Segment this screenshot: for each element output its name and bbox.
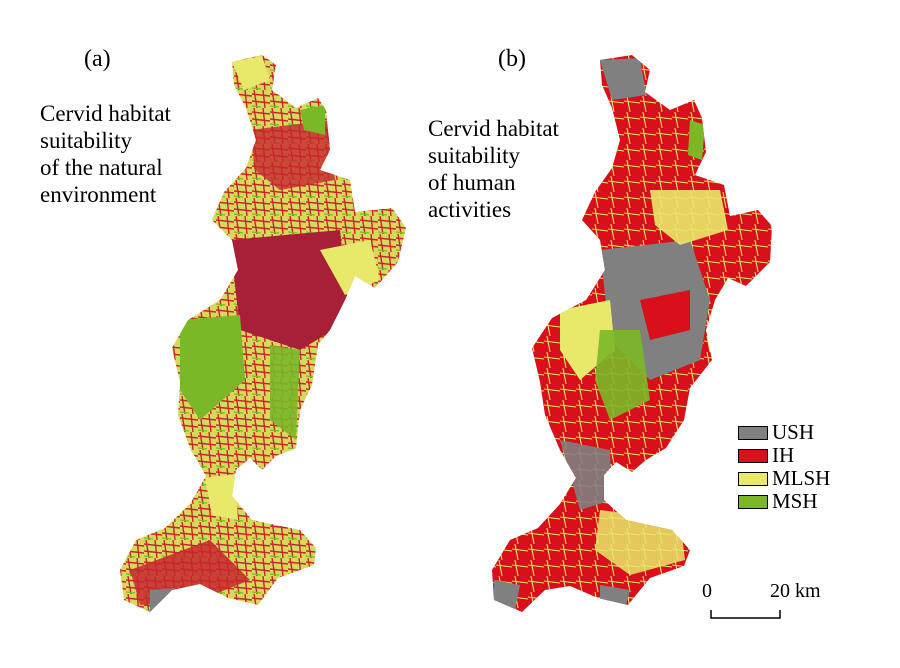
legend-item-mlsh: MLSH (738, 467, 830, 490)
legend-item-ih: IH (738, 444, 830, 467)
scale-bar: 0 20 km (700, 580, 840, 625)
panel-a-title-line-3: of the natural (40, 155, 163, 180)
panel-b-label: (b) (498, 46, 526, 72)
panel-b-title-line-1: Cervid habitat (428, 116, 559, 141)
legend-label-ush: USH (772, 420, 815, 444)
map-b-human-activities (492, 55, 772, 612)
panel-a-title-line-1: Cervid habitat (40, 101, 171, 126)
scale-end-label: 20 km (770, 580, 821, 602)
panel-b-title: Cervid habitat suitability of human acti… (428, 115, 559, 223)
panel-b-title-line-3: of human (428, 170, 516, 195)
legend-label-msh: MSH (772, 489, 818, 513)
legend-item-ush: USH (738, 421, 830, 444)
panel-b-title-line-4: activities (428, 197, 512, 222)
legend-item-msh: MSH (738, 490, 830, 513)
panel-b-title-line-2: suitability (428, 143, 520, 168)
panel-a-title-line-2: suitability (40, 128, 132, 153)
legend-swatch-ush (738, 425, 768, 440)
legend-swatch-ih (738, 448, 768, 463)
legend-label-mlsh: MLSH (772, 466, 831, 490)
scale-bar-line (710, 610, 781, 619)
panel-a-label: (a) (84, 46, 111, 72)
legend-label-ih: IH (772, 443, 795, 467)
map-a-natural-environment (120, 55, 406, 612)
legend: USH IH MLSH MSH (738, 421, 830, 513)
legend-swatch-msh (738, 494, 768, 509)
panel-a-title-line-4: environment (40, 182, 157, 207)
scale-start-label: 0 (702, 580, 712, 602)
panel-a-title: Cervid habitat suitability of the natura… (40, 100, 171, 208)
legend-swatch-mlsh (738, 471, 768, 486)
